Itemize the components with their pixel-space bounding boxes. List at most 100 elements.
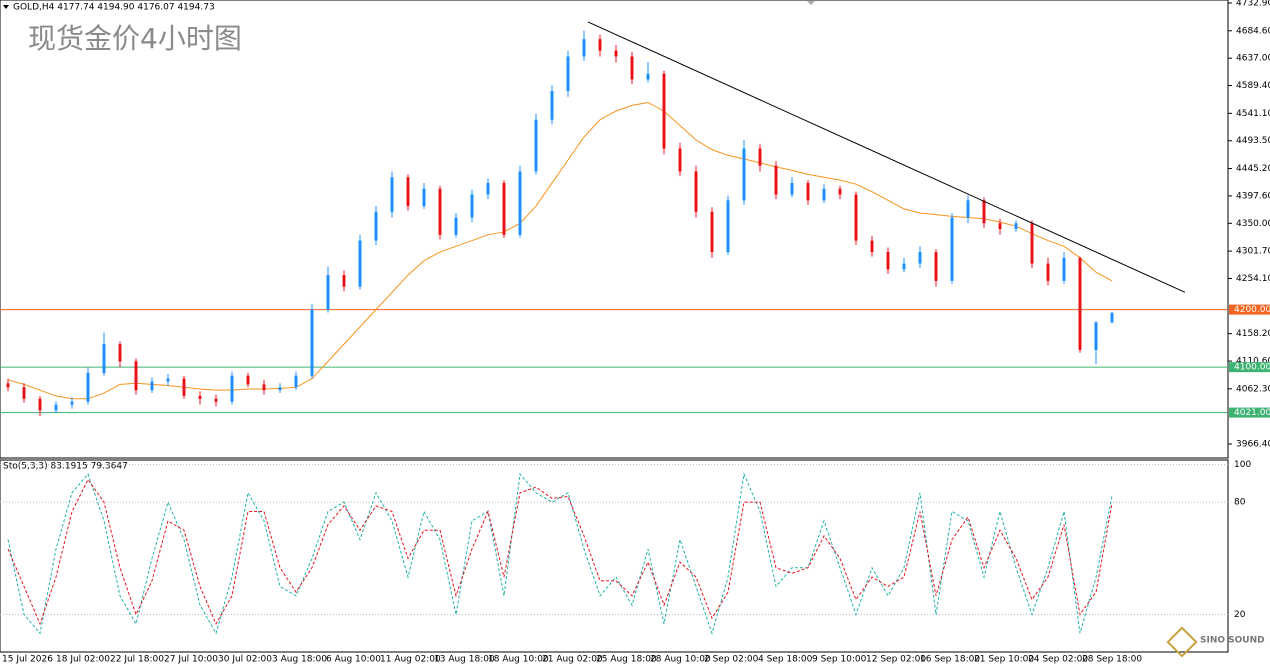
candle-body bbox=[518, 171, 522, 235]
watermark-logo bbox=[1166, 626, 1198, 658]
candle-body bbox=[822, 188, 826, 201]
menu-arrow[interactable] bbox=[3, 5, 9, 9]
candle-body bbox=[886, 252, 890, 270]
x-tick-label: 27 Jul 10:00 bbox=[164, 655, 218, 665]
candle-body bbox=[646, 73, 650, 80]
candle-body bbox=[918, 252, 922, 264]
candle-body bbox=[38, 398, 42, 411]
indicator-tick-label: 80 bbox=[1234, 498, 1246, 508]
level-label: 4100.00 bbox=[1234, 363, 1270, 373]
y-tick-label: 4110.60 bbox=[1236, 357, 1270, 367]
candle-body bbox=[342, 275, 346, 287]
level-label: 4200.00 bbox=[1234, 305, 1270, 315]
candle-body bbox=[134, 361, 138, 391]
candle-body bbox=[1062, 257, 1066, 281]
y-tick-label: 4732.90 bbox=[1236, 0, 1270, 8]
level-label: 4021.00 bbox=[1234, 408, 1270, 418]
indicator-panel bbox=[0, 459, 1229, 653]
y-tick-label: 4541.10 bbox=[1236, 109, 1270, 119]
y-tick-label: 4254.10 bbox=[1236, 274, 1270, 284]
candle-body bbox=[70, 401, 74, 405]
candle-body bbox=[1030, 223, 1034, 264]
candle-body bbox=[534, 119, 538, 172]
x-tick-label: 4 Sep 18:00 bbox=[758, 655, 813, 665]
candle-body bbox=[310, 309, 314, 376]
candle-body bbox=[358, 240, 362, 287]
candle-body bbox=[502, 183, 506, 235]
indicator-tick-label: 100 bbox=[1234, 460, 1251, 470]
x-tick-label: 2 Sep 02:00 bbox=[704, 655, 759, 665]
watermark: SINO SOUND bbox=[1200, 636, 1265, 646]
candle-body bbox=[966, 200, 970, 218]
candle-body bbox=[86, 372, 90, 402]
candle-body bbox=[150, 381, 154, 391]
x-tick-label: 18 Aug 10:00 bbox=[488, 655, 549, 665]
y-tick-label: 4445.20 bbox=[1236, 164, 1270, 174]
symbol-info: GOLD,H4 4177.74 4194.90 4176.07 4194.73 bbox=[13, 3, 215, 13]
moving-average bbox=[7, 101, 1113, 400]
candle-body bbox=[406, 177, 410, 207]
x-tick-label: 9 Sep 10:00 bbox=[812, 655, 867, 665]
y-tick-label: 4350.00 bbox=[1236, 219, 1270, 229]
y-tick-label: 4637.00 bbox=[1236, 54, 1270, 64]
candle-body bbox=[726, 200, 730, 253]
candle-body bbox=[22, 387, 26, 399]
candle-body bbox=[278, 387, 282, 391]
candle-body bbox=[550, 90, 554, 120]
candle-body bbox=[1078, 257, 1082, 350]
y-tick-label: 3966.40 bbox=[1236, 440, 1270, 450]
candle-body bbox=[438, 188, 442, 235]
main-panel bbox=[0, 0, 1229, 459]
candle-body bbox=[294, 375, 298, 388]
candle-body bbox=[758, 148, 762, 166]
candle-body bbox=[118, 344, 122, 362]
x-tick-label: 24 Sep 02:00 bbox=[1028, 655, 1088, 665]
candle-body bbox=[678, 148, 682, 172]
candle-body bbox=[326, 275, 330, 310]
candle-body bbox=[582, 39, 586, 57]
indicator-tick-label: 20 bbox=[1234, 610, 1246, 620]
candle-body bbox=[486, 183, 490, 195]
indicator-label: Sto(5,3,3) 83.1915 79.3647 bbox=[3, 462, 128, 472]
x-tick-label: 16 Sep 18:00 bbox=[920, 655, 980, 665]
chart-title: 现货金价4小时图 bbox=[28, 22, 242, 55]
candle-body bbox=[262, 384, 266, 391]
candle-body bbox=[1046, 263, 1050, 281]
y-tick-label: 4493.50 bbox=[1236, 136, 1270, 146]
y-tick-label: 4589.40 bbox=[1236, 81, 1270, 91]
x-tick-label: 28 Aug 10:00 bbox=[650, 655, 711, 665]
x-tick-label: 25 Aug 18:00 bbox=[596, 655, 657, 665]
candle-body bbox=[246, 375, 250, 385]
candle-body bbox=[774, 165, 778, 195]
y-tick-label: 4397.60 bbox=[1236, 191, 1270, 201]
candle-body bbox=[998, 223, 1002, 230]
candle-body bbox=[806, 183, 810, 201]
candle-body bbox=[1094, 322, 1098, 350]
x-tick-label: 22 Jul 18:00 bbox=[110, 655, 164, 665]
y-tick-label: 4062.30 bbox=[1236, 384, 1270, 394]
candle-body bbox=[230, 375, 234, 402]
candle-body bbox=[54, 404, 58, 411]
candle-body bbox=[902, 263, 906, 270]
candle-body bbox=[198, 395, 202, 399]
candle-body bbox=[598, 39, 602, 51]
level-label-bg bbox=[1229, 304, 1270, 315]
candle-body bbox=[950, 217, 954, 281]
candle-body bbox=[630, 56, 634, 80]
y-tick-label: 4684.60 bbox=[1236, 26, 1270, 36]
candle-body bbox=[614, 50, 618, 57]
candle-body bbox=[182, 378, 186, 396]
candle-body bbox=[870, 240, 874, 253]
candle-body bbox=[742, 148, 746, 201]
x-tick-label: 28 Sep 18:00 bbox=[1082, 655, 1142, 665]
candle-body bbox=[390, 177, 394, 212]
candle-body bbox=[422, 188, 426, 207]
candle-body bbox=[710, 211, 714, 253]
x-tick-label: 3 Aug 18:00 bbox=[272, 655, 327, 665]
candle-body bbox=[470, 194, 474, 218]
candle-body bbox=[566, 56, 570, 91]
candle-body bbox=[1110, 312, 1114, 323]
x-tick-label: 21 Aug 02:00 bbox=[542, 655, 603, 665]
